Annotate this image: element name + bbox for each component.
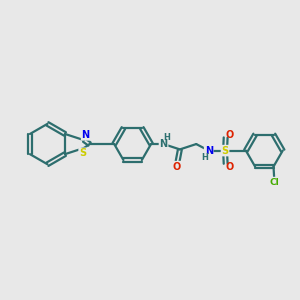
Text: S: S	[221, 146, 229, 156]
Text: N: N	[160, 139, 168, 149]
Text: H: H	[201, 153, 208, 162]
Text: O: O	[225, 130, 233, 140]
Text: H: H	[164, 133, 170, 142]
Text: Cl: Cl	[269, 178, 279, 187]
Text: N: N	[82, 130, 90, 140]
Text: N: N	[205, 146, 213, 156]
Text: O: O	[173, 162, 181, 172]
Text: O: O	[225, 162, 233, 172]
Text: S: S	[79, 148, 86, 158]
